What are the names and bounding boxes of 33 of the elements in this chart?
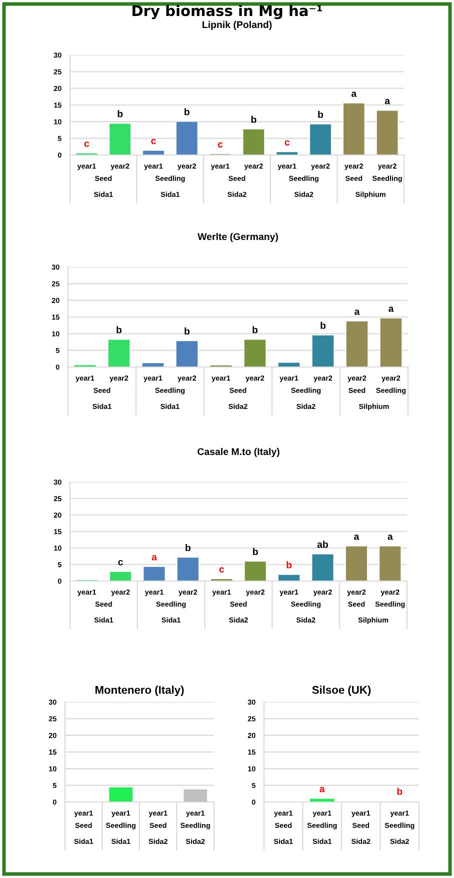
data-label: b [253,548,258,556]
chart-subtitle: Lipnik (Poland) [202,20,272,30]
data-label: b [184,327,190,335]
data-label: b [184,108,190,116]
data-label: c [218,142,223,148]
data-label: c [151,138,156,144]
data-label: a [152,555,158,560]
data-label: b [116,326,122,334]
data-label: b [186,544,191,552]
data-label: b [286,561,292,568]
data-label: a [384,98,390,104]
chart-title: Silsoe (UK) [312,686,371,696]
chart-title: Casale M.to (Italy) [198,448,280,457]
data-label: a [320,786,325,792]
data-label: b [252,326,258,334]
data-label: a [388,534,393,540]
data-label: b [251,116,256,123]
data-label: ab [317,540,328,548]
data-label: c [118,560,123,566]
data-label: b [397,788,402,795]
chart-title: Werlte (Germany) [198,232,278,242]
data-label: c [84,142,90,147]
chart-title: Dry biomass in Mg ha⁻¹ [132,4,322,20]
data-label: a [388,306,394,312]
data-label: c [219,567,224,573]
data-label: b [320,322,326,329]
chart-title: Montenero (Italy) [95,686,184,696]
data-label: a [351,92,357,97]
data-label: a [354,534,360,540]
data-label: b [318,110,324,118]
data-label: a [354,310,360,315]
data-label: b [118,110,123,118]
data-label: c [284,140,290,146]
